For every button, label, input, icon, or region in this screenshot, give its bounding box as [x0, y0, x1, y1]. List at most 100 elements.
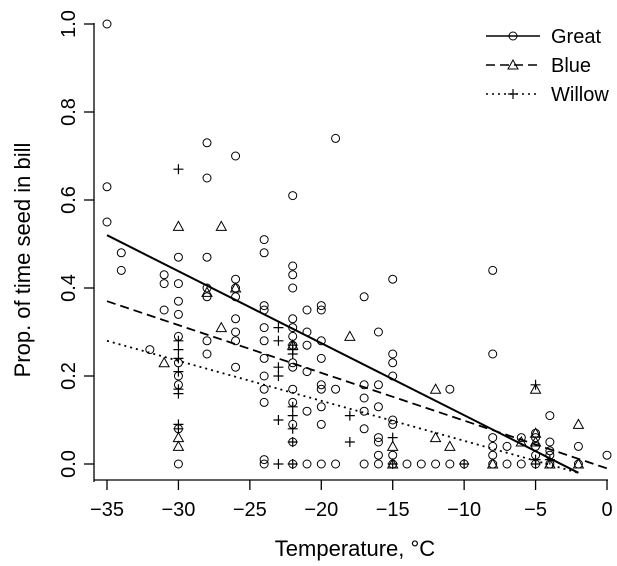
point-great: [488, 441, 498, 451]
point-willow: [273, 335, 284, 346]
point-great: [316, 305, 326, 315]
point-blue: [572, 418, 585, 429]
point-great: [302, 406, 312, 416]
point-blue: [215, 220, 228, 231]
point-blue: [172, 431, 185, 443]
point-great: [302, 459, 312, 469]
point-great: [373, 459, 383, 469]
point-blue: [215, 321, 228, 333]
point-great: [116, 248, 126, 258]
point-great: [202, 173, 212, 183]
point-great: [402, 459, 412, 469]
point-great: [159, 279, 169, 289]
point-great: [259, 459, 269, 469]
point-great: [116, 265, 126, 275]
point-blue: [386, 440, 399, 451]
point-willow: [173, 353, 184, 364]
point-willow: [173, 423, 184, 434]
point-great: [159, 305, 169, 315]
point-willow: [173, 335, 184, 346]
y-tick-label: 0.6: [58, 186, 80, 214]
legend-item-great: Great: [486, 26, 601, 48]
legend-label-willow: Willow: [551, 84, 609, 106]
point-blue: [158, 356, 170, 368]
point-great: [231, 327, 241, 337]
y-tick-label: 0.8: [58, 98, 80, 126]
point-blue: [172, 220, 185, 231]
point-great: [373, 402, 383, 412]
point-great: [302, 327, 312, 337]
legend: Great Blue Willow: [486, 26, 609, 106]
point-great: [316, 459, 326, 469]
series-willow: [173, 164, 555, 469]
point-great: [602, 450, 612, 460]
point-great: [316, 380, 326, 390]
point-great: [331, 459, 341, 469]
point-willow: [387, 432, 398, 443]
point-willow: [344, 410, 355, 421]
point-great: [373, 327, 383, 337]
point-blue: [515, 435, 528, 447]
x-tick-label: −10: [447, 499, 481, 521]
point-willow: [273, 459, 284, 469]
point-blue: [529, 435, 542, 447]
legend-item-blue: Blue: [486, 55, 591, 77]
point-great: [516, 459, 526, 469]
trend-line-willow: [106, 339, 579, 474]
point-willow: [387, 459, 398, 469]
trend-line-great: [106, 234, 579, 474]
point-great: [231, 151, 241, 161]
point-great: [202, 252, 212, 262]
point-blue: [429, 431, 442, 443]
point-great: [259, 305, 269, 315]
x-tick-label: −15: [376, 499, 410, 521]
point-great: [545, 437, 555, 447]
point-willow: [173, 366, 184, 377]
x-axis-label: Temperature, °C: [275, 536, 436, 561]
x-tick-label: −35: [90, 499, 124, 521]
point-willow: [287, 349, 298, 359]
point-great: [259, 235, 269, 245]
point-willow: [273, 371, 284, 381]
data-points: [102, 19, 612, 469]
point-great: [202, 138, 212, 148]
point-great: [288, 314, 298, 324]
point-great: [573, 441, 583, 451]
point-great: [416, 459, 426, 469]
point-great: [388, 415, 398, 425]
point-great: [388, 419, 398, 429]
point-willow: [344, 437, 355, 447]
x-tick-label: −5: [524, 499, 547, 521]
point-great: [259, 371, 269, 381]
point-blue: [229, 281, 242, 293]
point-great: [259, 397, 269, 407]
point-great: [231, 314, 241, 324]
point-great: [516, 433, 526, 443]
axes: −35 −30 −25 −20 −15 −10 −5 0 0.0 0.2 0.4 0.6 0.8 1.0: [58, 10, 613, 521]
point-great: [445, 459, 455, 469]
point-great: [173, 296, 183, 306]
point-blue: [529, 383, 542, 394]
point-blue: [544, 457, 556, 469]
point-willow: [173, 388, 184, 399]
point-great: [231, 292, 241, 302]
point-great: [288, 270, 298, 280]
point-willow: [273, 322, 284, 333]
y-tick-label: 0.2: [58, 362, 80, 390]
point-willow: [287, 423, 298, 434]
point-great: [259, 455, 269, 465]
point-blue: [444, 440, 456, 451]
legend-label-blue: Blue: [551, 55, 591, 77]
point-great: [288, 283, 298, 293]
y-tick-label: 0.4: [58, 274, 80, 302]
point-great: [388, 349, 398, 359]
series-great: [102, 19, 612, 469]
y-axis-label: Prop. of time seed in bill: [10, 143, 35, 378]
point-great: [288, 362, 298, 372]
point-great: [259, 248, 269, 258]
point-great: [202, 349, 212, 359]
point-blue: [486, 457, 499, 469]
point-great: [316, 419, 326, 429]
point-great: [316, 384, 326, 394]
